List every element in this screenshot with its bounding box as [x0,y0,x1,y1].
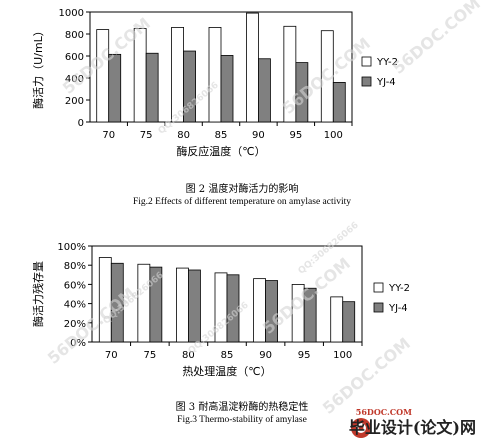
x-axis-label: 酶反应温度（℃） [176,144,265,158]
y-tick-label: 800 [65,30,84,41]
legend-swatch-yy-2 [373,282,384,293]
bar-yj-4 [258,58,271,123]
x-tick-label: 85 [221,350,234,361]
legend-label-yy-2: YY-2 [388,283,410,294]
x-tick-label: 80 [177,130,190,141]
legend-label-yj-4: YJ-4 [376,77,396,88]
x-tick-label: 90 [252,130,265,141]
bar-yy-2 [283,25,297,123]
legend-swatch-yj-4 [361,76,372,87]
y-tick-label: 0% [70,338,86,349]
brand-url: 56DOC.COM [355,407,412,417]
bar-yj-4 [295,62,309,123]
x-tick-label: 100 [333,350,352,361]
bar-yy-2 [320,30,334,123]
x-tick-label: 90 [259,350,272,361]
bar-yj-4 [188,269,201,343]
bar-yj-4 [149,266,163,343]
x-tick-label: 75 [143,350,156,361]
bar-yy-2 [176,267,189,343]
bar-yy-2 [253,278,266,343]
bar-yy-2 [330,296,344,343]
bar-yy-2 [137,263,151,343]
x-tick-label: 70 [105,350,118,361]
bar-yj-4 [220,55,234,123]
bar-yj-4 [108,53,122,123]
amylase-activity-chart: 0 200 400 600 800 1000 70 75 80 85 90 95 100 酶反应温度（℃）… [32,8,398,158]
x-tick-label: 70 [102,130,115,141]
fig2-caption-cn: 图 2 温度对酶活力的影响 [185,184,299,195]
x-tick-label: 100 [324,130,343,141]
x-tick-label: 85 [215,130,228,141]
legend-swatch-yj-4 [373,302,384,313]
y-tick-label: 1000 [59,8,84,19]
y-tick-label: 600 [65,52,84,63]
x-tick-label: 95 [298,350,311,361]
y-tick-label: 20% [64,319,86,330]
fig3-caption-en: Fig.3 Thermo-stability of amylase [177,415,307,425]
bar-yj-4 [145,52,159,123]
x-tick-label: 95 [289,130,302,141]
bar-yj-4 [265,280,278,343]
y-axis-label: 酶活力残存量 [31,261,45,327]
bar-yy-2 [291,284,305,343]
bar-yj-4 [226,274,240,343]
y-tick-label: 200 [65,96,84,107]
x-tick-label: 75 [140,130,153,141]
fig3-caption-cn: 图 3 耐高温淀粉酶的热稳定性 [175,402,309,413]
y-axis-label: 酶活力（U/mL） [32,25,45,109]
bar-yy-2 [133,28,147,123]
thermo-stability-chart: 0% 20% 40% 60% 80% 100% 70 75 80 85 90 95 100 热处理温度（℃… [31,242,410,378]
y-tick-label: 100% [57,242,86,253]
legend-swatch-yy-2 [361,56,372,67]
y-tick-label: 40% [64,300,86,311]
bar-yj-4 [183,50,196,123]
x-tick-label: 80 [182,350,195,361]
bar-yj-4 [332,82,346,123]
bar-yj-4 [342,301,356,343]
y-tick-label: 0 [78,118,84,129]
brand-logo-icon [351,418,371,438]
bar-yj-4 [110,262,124,343]
bar-yy-2 [208,26,222,123]
brand-name: 毕业设计(论文)网 [348,418,476,437]
bar-yy-2 [96,29,110,123]
legend-label-yj-4: YJ-4 [388,303,408,314]
bar-yy-2 [98,257,112,343]
y-tick-label: 400 [65,74,84,85]
y-tick-label: 80% [64,261,86,272]
bar-yj-4 [303,287,317,343]
bar-yy-2 [171,26,184,123]
fig2-caption-en: Fig.2 Effects of different temperature o… [132,197,352,207]
y-tick-label: 60% [64,280,86,291]
x-axis-label: 热处理温度（℃） [182,364,271,378]
bar-yy-2 [214,272,228,343]
legend-label-yy-2: YY-2 [376,57,398,68]
bar-yy-2 [246,12,259,123]
